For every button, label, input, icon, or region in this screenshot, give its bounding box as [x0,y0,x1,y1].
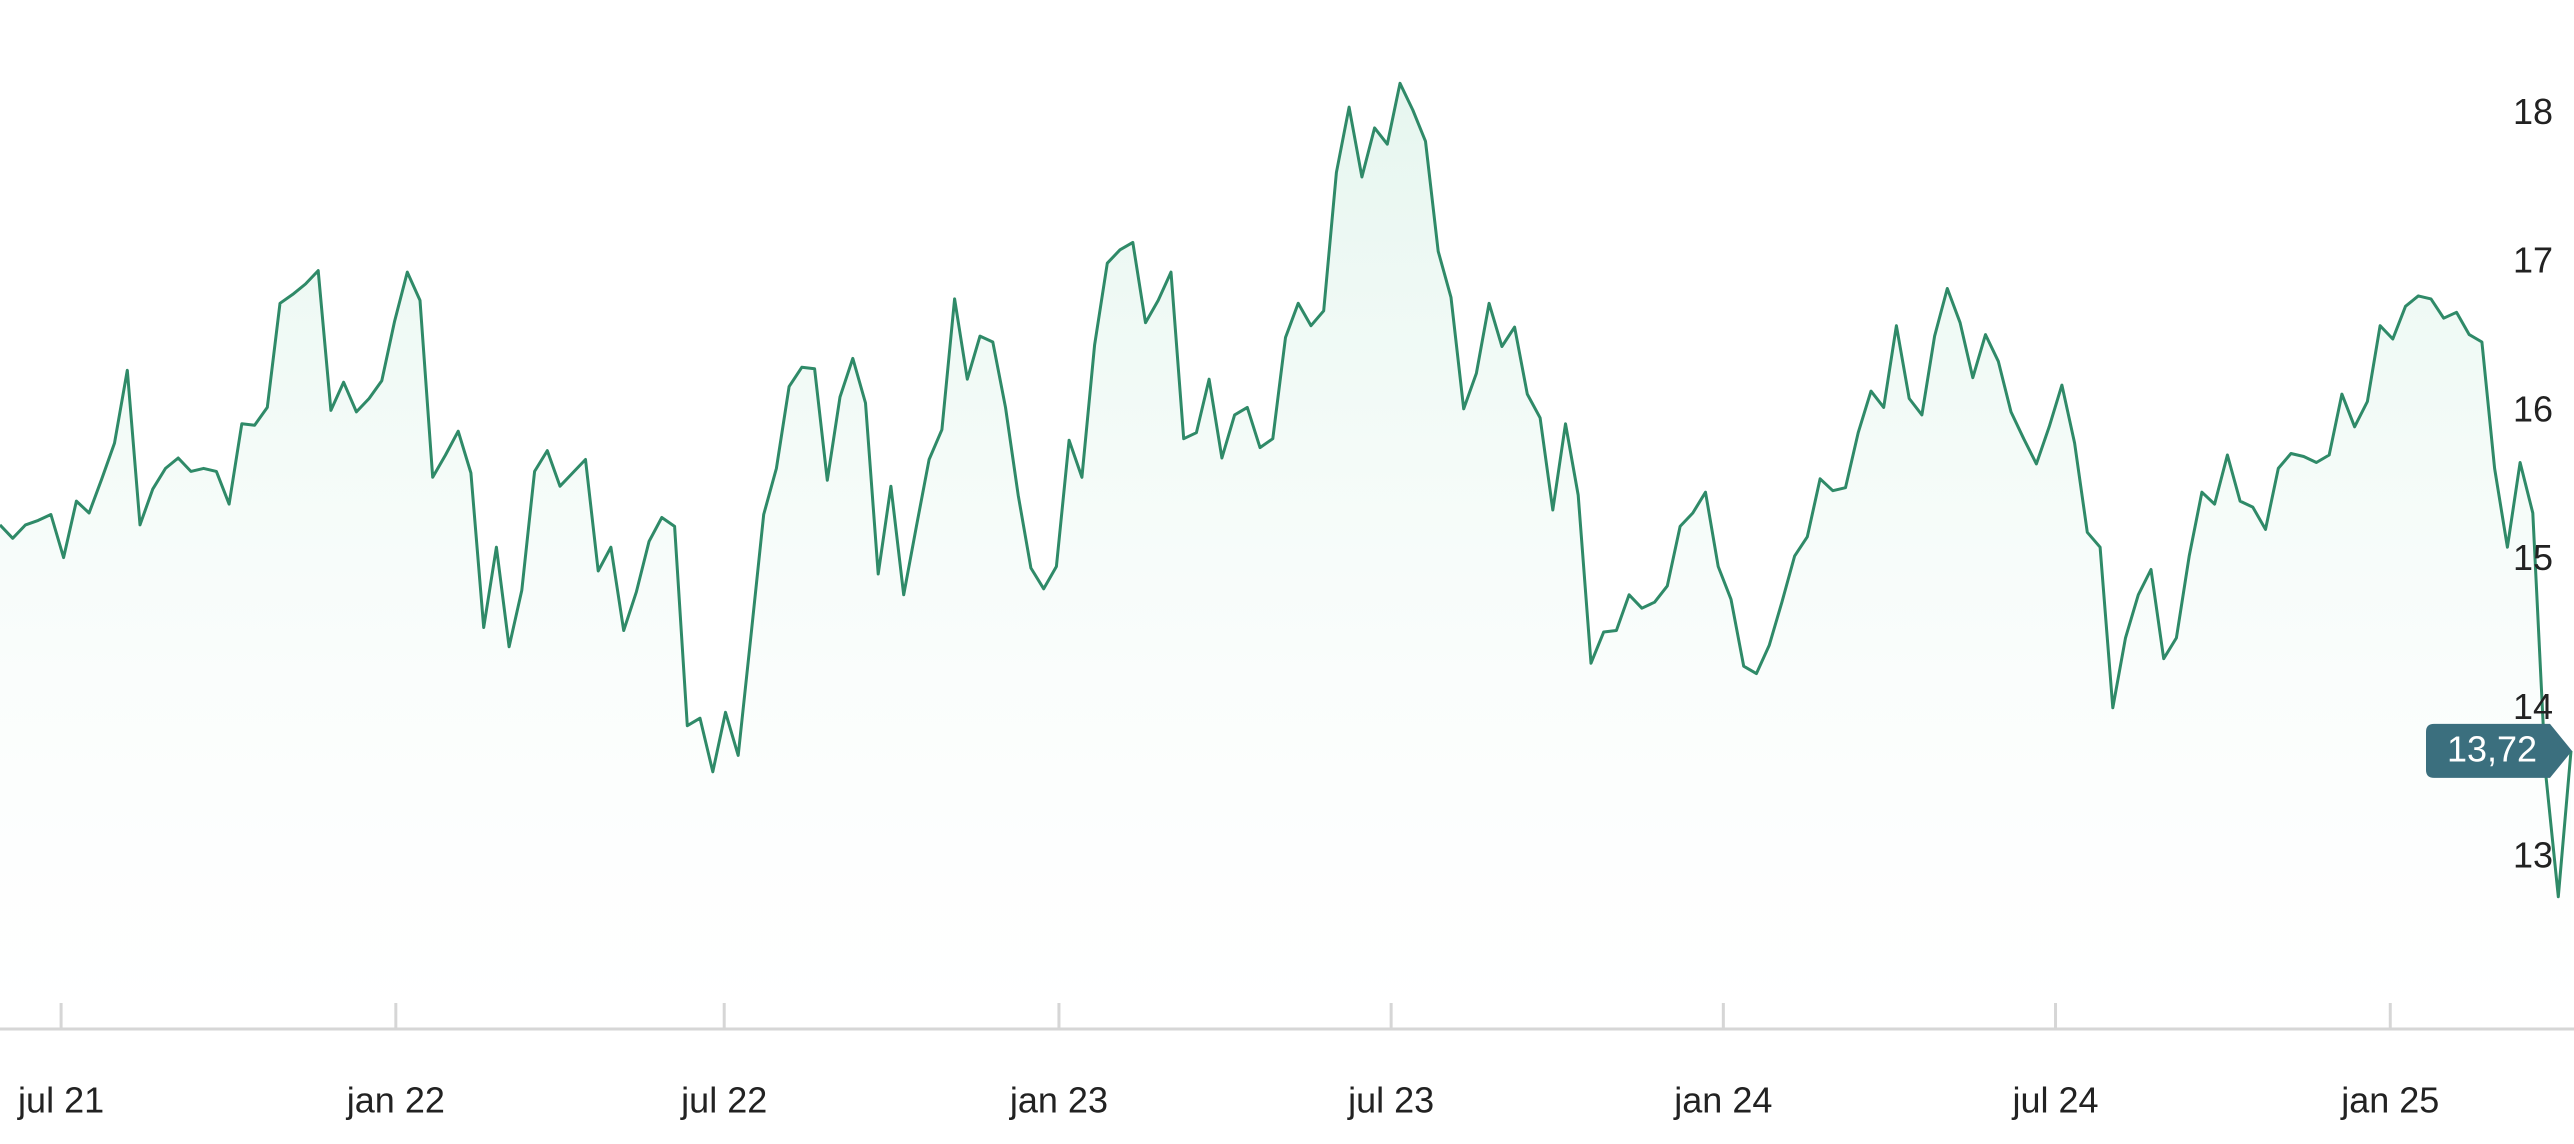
y-tick-label: 14 [2513,686,2553,727]
x-tick-label: jan 25 [2340,1080,2439,1121]
y-tick-label: 18 [2513,91,2553,132]
y-tick-label: 17 [2513,240,2553,281]
last-value-badge [2426,723,2572,778]
last-value-label: 13,72 [2447,728,2537,769]
x-tick-label: jan 24 [1673,1080,1772,1121]
y-tick-label: 16 [2513,388,2553,429]
x-tick-label: jul 24 [2011,1080,2098,1121]
x-tick-label: jan 23 [1009,1080,1108,1121]
area [0,83,2571,1030]
y-tick-label: 13 [2513,835,2553,876]
x-tick-label: jul 23 [1347,1080,1434,1121]
x-tick-label: jan 22 [346,1080,445,1121]
x-tick-label: jul 22 [680,1080,767,1121]
x-tick-label: jul 21 [17,1080,104,1121]
line [0,81,2573,899]
y-tick-label: 15 [2513,537,2553,578]
